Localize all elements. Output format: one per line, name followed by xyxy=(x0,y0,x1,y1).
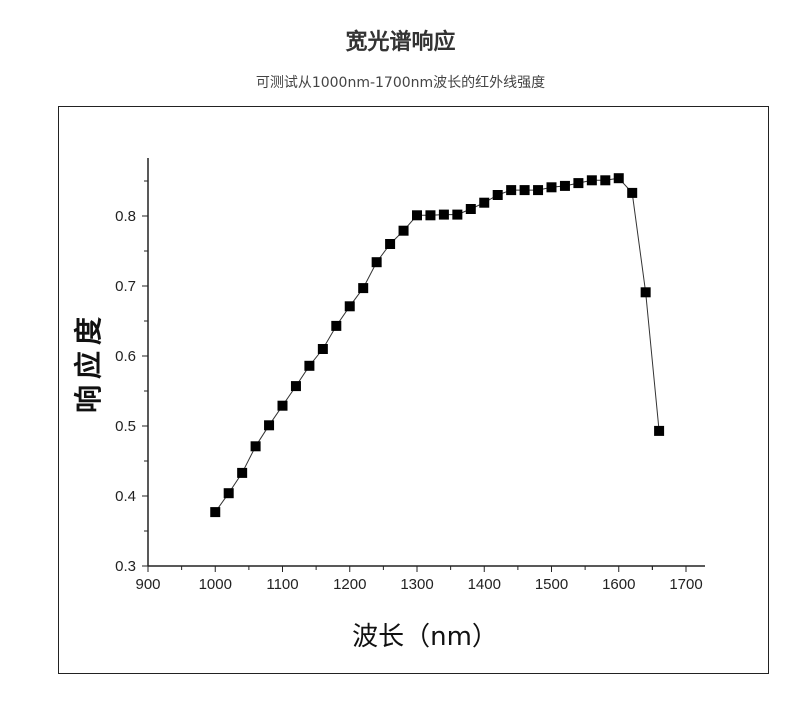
data-point xyxy=(425,210,436,221)
data-point xyxy=(210,507,221,518)
y-tick-label: 0.5 xyxy=(115,418,136,435)
page-title: 宽光谱响应 xyxy=(345,30,456,55)
data-point xyxy=(640,287,651,298)
data-point xyxy=(559,180,570,191)
data-point xyxy=(277,400,288,411)
data-point xyxy=(304,360,315,371)
data-point xyxy=(237,467,248,478)
data-point xyxy=(344,301,355,312)
data-point xyxy=(358,283,369,294)
data-point xyxy=(654,425,665,436)
data-point xyxy=(573,178,584,189)
x-tick-label: 1200 xyxy=(333,576,366,593)
y-tick-label: 0.6 xyxy=(115,348,136,365)
series-line xyxy=(214,177,660,513)
chart-frame xyxy=(58,106,769,674)
data-point xyxy=(627,187,638,198)
data-point xyxy=(492,190,503,200)
x-tick-label: 1700 xyxy=(669,576,702,593)
y-axis-label: 响应度 xyxy=(72,311,105,413)
data-point xyxy=(438,209,449,220)
x-tick-label: 1300 xyxy=(400,576,433,593)
data-point xyxy=(290,381,301,392)
data-point xyxy=(264,420,275,431)
y-tick-label: 0.4 xyxy=(115,488,136,505)
data-point xyxy=(479,197,490,208)
data-point xyxy=(223,488,234,499)
data-point xyxy=(371,257,382,268)
x-tick-label: 1500 xyxy=(535,576,568,593)
data-point xyxy=(412,210,422,221)
x-tick-label: 1000 xyxy=(199,576,232,593)
data-point xyxy=(398,225,409,236)
x-tick-label: 1600 xyxy=(602,576,635,593)
data-point xyxy=(506,185,517,196)
data-point xyxy=(519,185,530,196)
data-point xyxy=(533,185,544,196)
y-tick-label: 0.7 xyxy=(115,278,136,295)
data-point xyxy=(586,175,597,186)
y-tick-label: 0.3 xyxy=(115,558,136,575)
data-point xyxy=(385,239,396,249)
data-point xyxy=(600,175,611,186)
x-tick-label: 1400 xyxy=(468,576,501,593)
y-tick-label: 0.8 xyxy=(115,208,136,225)
data-point xyxy=(250,441,261,452)
x-tick-label: 900 xyxy=(135,576,160,593)
data-point xyxy=(546,182,557,193)
x-tick-label: 1100 xyxy=(266,576,298,593)
page-subtitle: 可测试从1000nm-1700nm波长的红外线强度 xyxy=(255,75,546,91)
data-point xyxy=(331,320,342,331)
x-axis-label: 波长（nm） xyxy=(352,622,498,652)
data-point xyxy=(465,204,476,214)
data-point xyxy=(613,173,624,184)
data-point xyxy=(317,344,328,354)
data-point xyxy=(452,209,463,220)
